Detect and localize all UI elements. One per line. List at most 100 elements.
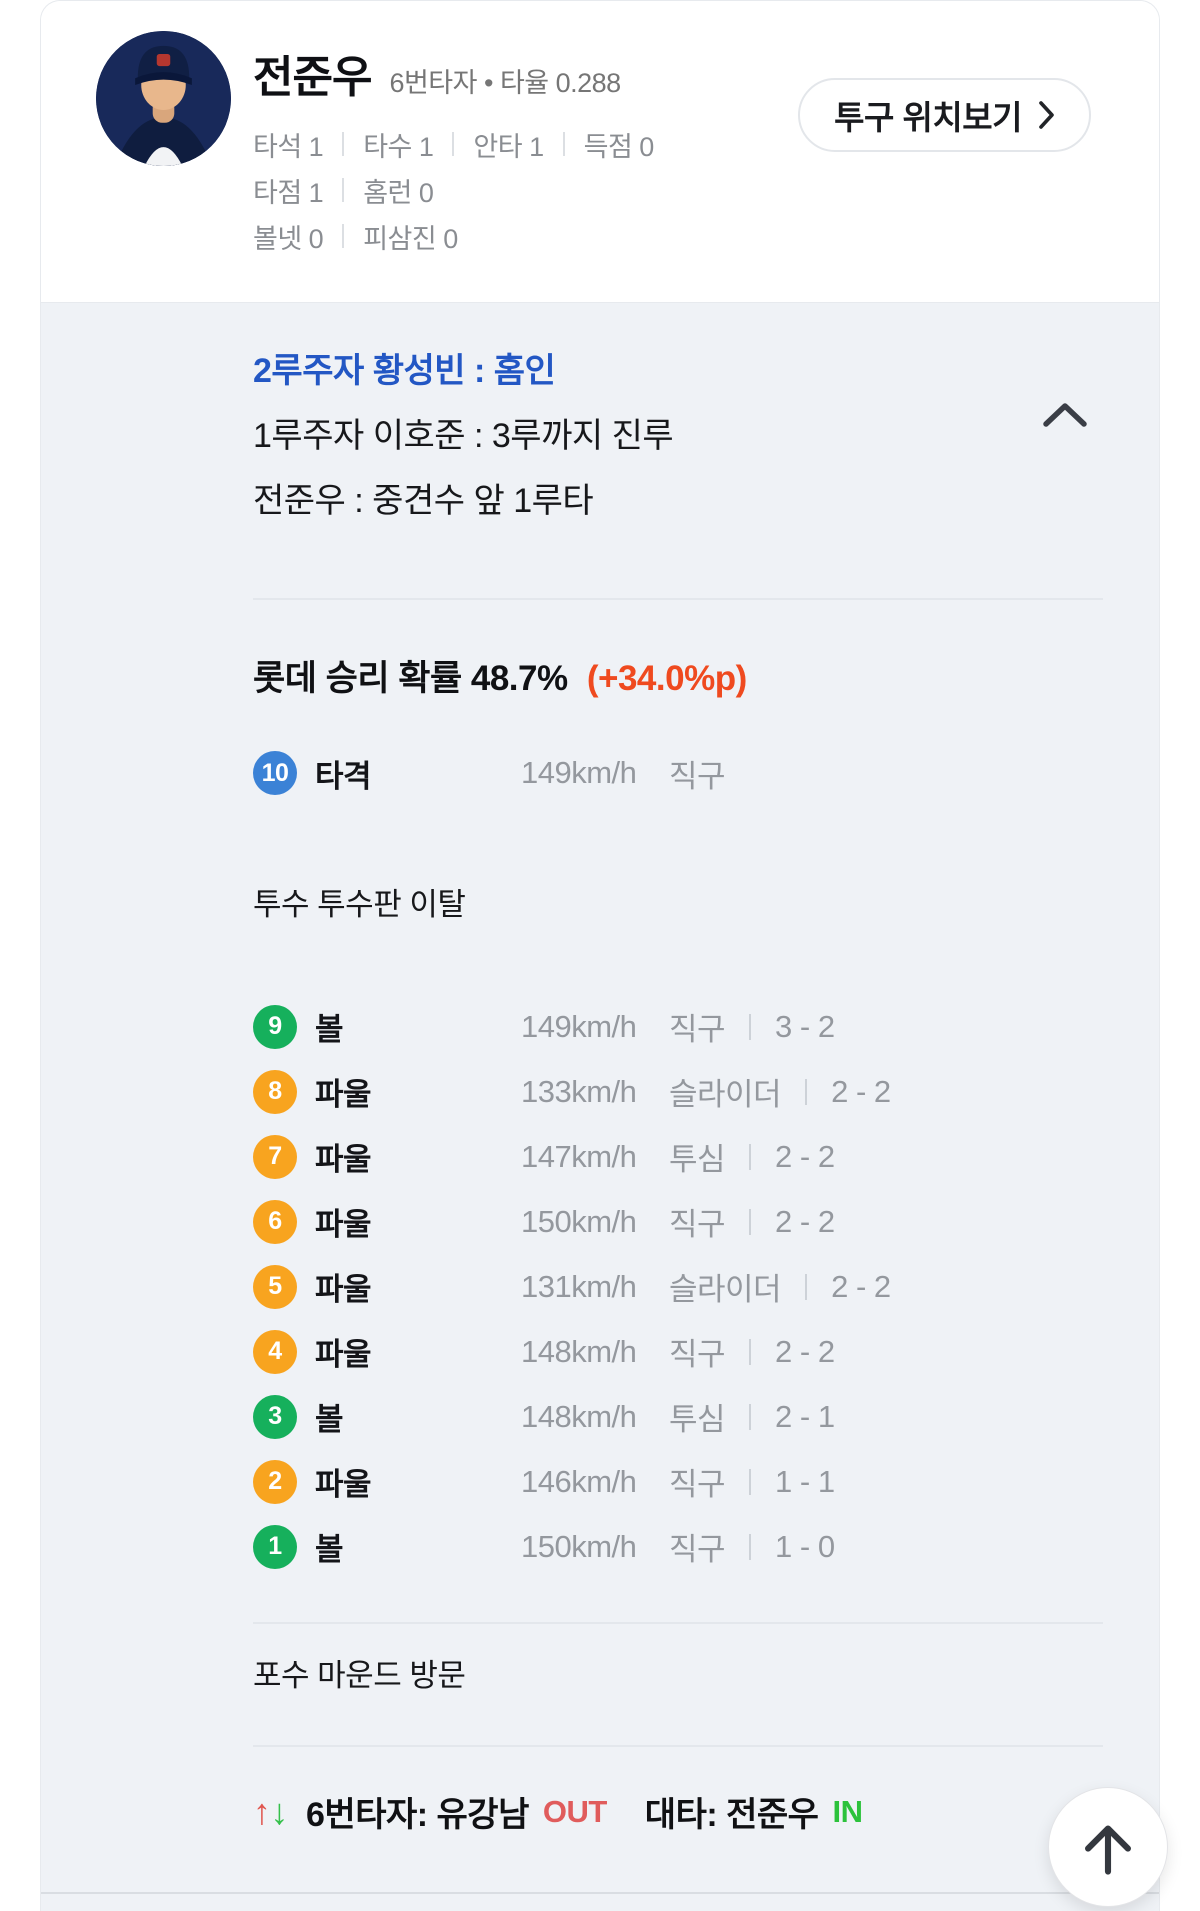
count-separator xyxy=(805,1273,808,1300)
pitch-row: 4 파울 148km/h 직구 2 - 2 xyxy=(253,1319,1103,1384)
player-info: 전준우 6번타자 • 타율 0.288 타석 1 타수 1 안타 1 득점 0 xyxy=(253,31,1091,259)
stat-separator xyxy=(342,132,345,156)
pitch-result-label: 파울 xyxy=(315,1142,372,1177)
pitch-number-badge: 7 xyxy=(253,1134,297,1179)
atbat-detail-section: 2루주자 황성빈 : 홈인 1루주자 이호준 : 3루까지 진루 전준우 : 중… xyxy=(41,302,1159,1911)
ball-strike-count: 1 - 0 xyxy=(775,1528,835,1564)
pitch-left: 9 볼 xyxy=(253,1004,521,1049)
pitch-left: 5 파울 xyxy=(253,1264,521,1309)
win-probability: 롯데 승리 확률 48.7% (+34.0%p) xyxy=(253,650,1103,701)
stat-item: 볼넷 0 xyxy=(253,223,324,254)
pitch-speed: 150km/h xyxy=(521,1203,637,1239)
pitch-result-label: 파울 xyxy=(315,1077,372,1112)
pitch-number-badge: 10 xyxy=(253,751,297,795)
pitch-left: 2 파울 xyxy=(253,1459,521,1504)
pitch-row: 7 파울 147km/h 투심 2 - 2 xyxy=(253,1124,1103,1189)
player-photo-placeholder xyxy=(96,31,231,166)
stat-item: 타수 1 xyxy=(363,131,434,162)
pitch-type: 직구 xyxy=(669,1207,726,1242)
pitch-type: 슬라이더 xyxy=(669,1272,782,1307)
pitch-speed: 131km/h xyxy=(521,1268,637,1304)
pitch-type: 투심 xyxy=(669,1142,726,1177)
substitution-arrows: ↑ ↓ xyxy=(253,1791,288,1833)
play-result-block: 2루주자 황성빈 : 홈인 1루주자 이호준 : 3루까지 진루 전준우 : 중… xyxy=(253,339,1103,534)
stat-separator xyxy=(562,132,565,156)
next-card-edge xyxy=(41,1892,1159,1894)
section-divider xyxy=(253,1622,1103,1624)
pitch-number-badge: 9 xyxy=(253,1004,297,1049)
pitch-speed: 150km/h xyxy=(521,1528,637,1564)
stats-row-2: 타점 1 홈런 0 xyxy=(253,167,1091,213)
pitch-result-label: 타격 xyxy=(315,758,372,794)
pitch-number-badge: 3 xyxy=(253,1394,297,1439)
pitch-number-badge: 4 xyxy=(253,1329,297,1374)
player-name: 전준우 xyxy=(253,53,372,102)
pitch-result-label: 볼 xyxy=(315,1402,344,1437)
pitch-type: 직구 xyxy=(669,1337,726,1372)
section-divider xyxy=(253,598,1103,600)
count-separator xyxy=(749,1143,752,1170)
count-separator xyxy=(749,1208,752,1235)
ball-strike-count: 2 - 2 xyxy=(775,1138,835,1174)
substitution-row: ↑ ↓ 6번타자: 유강남 OUT 대타: 전준우 IN xyxy=(253,1787,1103,1836)
player-avatar xyxy=(96,31,231,166)
pitch-type: 직구 xyxy=(669,1012,726,1047)
stat-item: 타석 1 xyxy=(253,131,324,162)
pitch-speed: 149km/h xyxy=(521,755,637,790)
pitch-location-button[interactable]: 투구 위치보기 xyxy=(798,78,1091,152)
stats-row-1: 타석 1 타수 1 안타 1 득점 0 xyxy=(253,121,1091,167)
ball-strike-count: 2 - 2 xyxy=(775,1203,835,1239)
pitch-result-label: 파울 xyxy=(315,1207,372,1242)
pitch-left: 10 타격 xyxy=(253,751,521,796)
stat-separator xyxy=(452,132,455,156)
pitcher-event-note: 투수 투수판 이탈 xyxy=(253,887,466,922)
pitch-result-label: 볼 xyxy=(315,1012,344,1047)
ball-strike-count: 2 - 1 xyxy=(775,1398,835,1434)
player-meta: 6번타자 • 타율 0.288 xyxy=(389,68,621,98)
pitch-result-label: 파울 xyxy=(315,1337,372,1372)
pitch-left: 3 볼 xyxy=(253,1394,521,1439)
pitch-left: 8 파울 xyxy=(253,1069,521,1114)
pitch-speed: 147km/h xyxy=(521,1138,637,1174)
pitch-type: 직구 xyxy=(669,758,726,794)
chevron-right-icon xyxy=(1039,101,1054,129)
pitch-number-badge: 2 xyxy=(253,1459,297,1504)
pitch-speed: 133km/h xyxy=(521,1073,637,1109)
section-divider xyxy=(253,1745,1103,1747)
pitch-row: 1 볼 150km/h 직구 1 - 0 xyxy=(253,1514,1103,1579)
pitch-row: 6 파울 150km/h 직구 2 - 2 xyxy=(253,1189,1103,1254)
pitch-result-label: 볼 xyxy=(315,1532,344,1567)
stat-separator xyxy=(342,224,345,248)
substitution-in-text: 대타: 전준우 xyxy=(644,1796,819,1834)
player-header: 전준우 6번타자 • 타율 0.288 타석 1 타수 1 안타 1 득점 0 xyxy=(41,1,1159,302)
batter-in-arrow-icon: ↓ xyxy=(270,1790,289,1832)
chevron-up-icon xyxy=(1043,403,1087,427)
pitch-type: 직구 xyxy=(669,1532,726,1567)
collapse-toggle-button[interactable] xyxy=(1037,393,1093,435)
stat-item: 홈런 0 xyxy=(363,177,434,208)
in-badge: IN xyxy=(832,1793,863,1829)
win-probability-delta: (+34.0%p) xyxy=(586,659,747,698)
ball-strike-count: 2 - 2 xyxy=(775,1333,835,1369)
stat-item: 득점 0 xyxy=(583,131,655,162)
pitch-result-label: 파울 xyxy=(315,1467,372,1502)
catcher-event-note: 포수 마운드 방문 xyxy=(253,1658,466,1693)
count-separator xyxy=(749,1468,752,1495)
scroll-to-top-button[interactable] xyxy=(1048,1787,1168,1907)
stat-item: 타점 1 xyxy=(253,177,324,208)
pitch-row: 3 볼 148km/h 투심 2 - 1 xyxy=(253,1384,1103,1449)
pitch-result-label: 파울 xyxy=(315,1272,372,1307)
ball-strike-count: 2 - 2 xyxy=(831,1268,891,1304)
stat-separator xyxy=(342,178,345,202)
pitch-speed: 146km/h xyxy=(521,1463,637,1499)
win-probability-text: 롯데 승리 확률 48.7% xyxy=(253,659,568,698)
pitch-left: 6 파울 xyxy=(253,1199,521,1244)
stat-item: 피삼진 0 xyxy=(363,223,458,254)
atbat-card: 전준우 6번타자 • 타율 0.288 타석 1 타수 1 안타 1 득점 0 xyxy=(40,0,1160,1911)
count-separator xyxy=(749,1533,752,1560)
pitch-type: 슬라이더 xyxy=(669,1077,782,1112)
batter-out-arrow-icon: ↑ xyxy=(253,1790,271,1832)
pitch-speed: 149km/h xyxy=(521,1008,637,1044)
count-separator xyxy=(805,1078,808,1105)
